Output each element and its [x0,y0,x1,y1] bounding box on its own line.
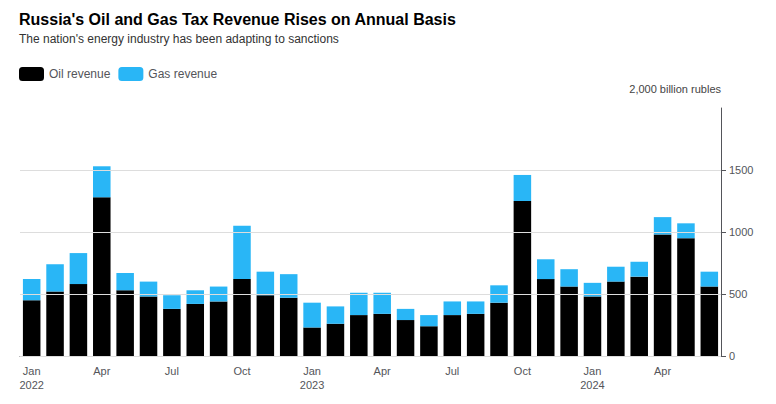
svg-text:Jan: Jan [303,365,321,377]
svg-text:1500: 1500 [729,164,753,176]
svg-text:Jul: Jul [445,365,459,377]
svg-text:Gas revenue: Gas revenue [148,67,217,81]
svg-text:0: 0 [729,350,735,362]
svg-text:2023: 2023 [300,379,324,391]
svg-text:Apr: Apr [93,365,110,377]
svg-text:Russia's Oil and Gas Tax Reven: Russia's Oil and Gas Tax Revenue Rises o… [19,11,456,28]
svg-text:2,000 billion rubles: 2,000 billion rubles [629,83,721,95]
svg-text:Jul: Jul [165,365,179,377]
svg-text:1000: 1000 [729,226,753,238]
svg-text:Apr: Apr [374,365,391,377]
svg-text:Jan: Jan [584,365,602,377]
svg-text:2024: 2024 [580,379,604,391]
svg-text:500: 500 [729,288,747,300]
svg-text:Oil revenue: Oil revenue [49,67,111,81]
svg-text:Oct: Oct [514,365,531,377]
svg-text:The nation's energy industry h: The nation's energy industry has been ad… [19,32,339,46]
svg-text:Jan: Jan [23,365,41,377]
svg-text:2022: 2022 [19,379,43,391]
svg-text:Oct: Oct [233,365,250,377]
svg-text:Apr: Apr [654,365,671,377]
